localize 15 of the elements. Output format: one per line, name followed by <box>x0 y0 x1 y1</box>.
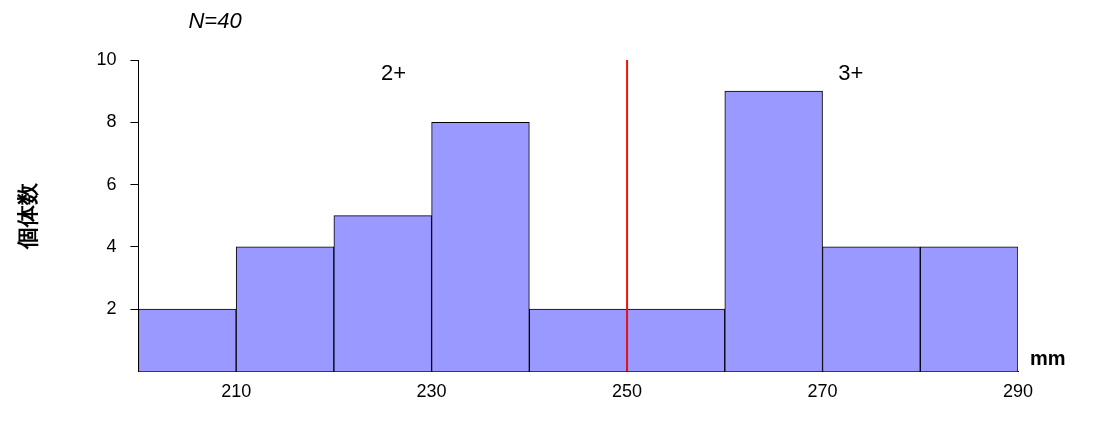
x-tick-label: 250 <box>612 381 643 402</box>
x-tick-label: 230 <box>416 381 447 402</box>
x-tick-label: 290 <box>1002 381 1034 402</box>
y-tick-label: 6 <box>106 173 117 194</box>
y-tick-label: 4 <box>106 235 117 256</box>
y-tick-label: 8 <box>106 111 117 132</box>
y-axis-title: 個体数 <box>15 181 41 250</box>
x-tick-label: 210 <box>221 381 252 402</box>
x-tick-label: 270 <box>807 381 838 402</box>
text: N=40 <box>188 8 243 34</box>
annotation: 3+ <box>838 60 864 86</box>
y-tick-label: 2 <box>106 298 117 319</box>
annotation: 2+ <box>380 60 407 86</box>
y-tick-label: 10 <box>96 48 117 69</box>
x-axis-title: mm <box>1030 346 1066 369</box>
